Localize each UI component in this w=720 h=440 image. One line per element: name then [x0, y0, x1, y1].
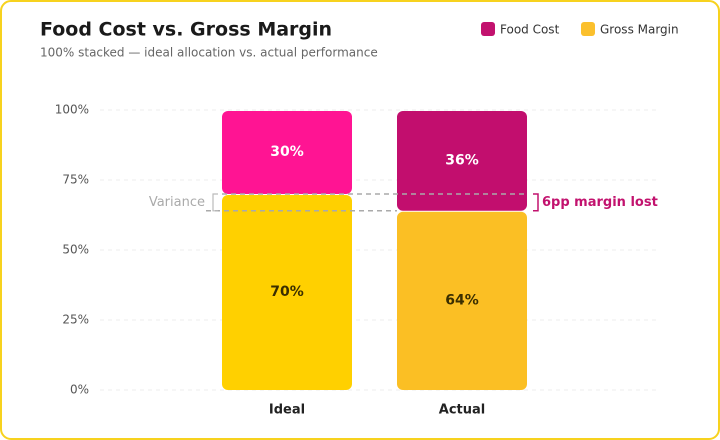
- chart-title: Food Cost vs. Gross Margin: [40, 19, 332, 41]
- variance-note: 6pp margin lost: [542, 195, 658, 210]
- legend-swatch: [581, 22, 595, 36]
- x-tick-label: Actual: [439, 403, 485, 418]
- bar-segment: [222, 111, 352, 194]
- data-label: 70%: [270, 284, 304, 300]
- legend-swatch: [481, 22, 495, 36]
- bar-segment: [222, 195, 352, 390]
- variance-label: Variance: [149, 195, 205, 210]
- bar-segment: [397, 111, 527, 211]
- data-label: 64%: [445, 292, 479, 308]
- variance-bracket: [533, 193, 539, 212]
- data-label: 36%: [445, 152, 479, 168]
- y-tick-label: 100%: [55, 103, 89, 117]
- legend-label: Gross Margin: [600, 23, 679, 37]
- data-label: 30%: [270, 144, 304, 160]
- y-tick-label: 50%: [62, 243, 89, 257]
- y-tick-label: 0%: [70, 383, 89, 397]
- y-tick-label: 75%: [62, 173, 89, 187]
- bar-segment: [397, 211, 527, 390]
- y-tick-label: 25%: [62, 313, 89, 327]
- variance-bracket: [212, 193, 218, 212]
- legend-label: Food Cost: [500, 23, 560, 37]
- chart-subtitle: 100% stacked — ideal allocation vs. actu…: [40, 46, 378, 60]
- x-tick-label: Ideal: [269, 403, 305, 418]
